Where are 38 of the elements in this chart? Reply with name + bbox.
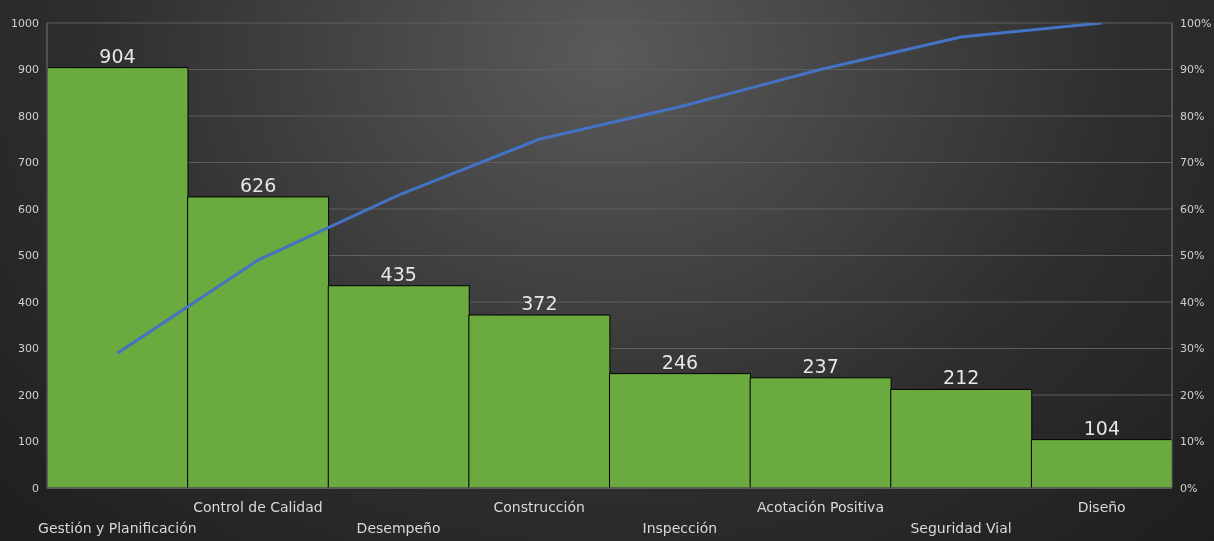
data-label: 626 [239, 173, 277, 196]
y-tick-label: 900 [18, 63, 39, 77]
y-tick-label: 1000 [11, 16, 39, 30]
x-tick-label: Desempeño [356, 520, 441, 536]
data-label: 212 [943, 366, 980, 389]
y-tick-label: 700 [18, 156, 39, 170]
x-tick-label: Control de Calidad [193, 499, 323, 515]
data-label: 435 [380, 262, 417, 285]
y2-tick-label: 30% [1180, 342, 1205, 356]
y-tick-label: 0 [32, 481, 39, 495]
y2-tick-label: 70% [1180, 156, 1205, 170]
data-label: 237 [802, 354, 839, 377]
x-tick-label: Inspección [642, 520, 718, 536]
y2-tick-label: 20% [1180, 388, 1205, 402]
y2-tick-label: 40% [1180, 295, 1205, 309]
y-tick-label: 100 [18, 435, 39, 449]
x-tick-label: Construcción [493, 499, 585, 515]
y2-tick-label: 90% [1180, 63, 1205, 77]
y2-tick-label: 50% [1180, 249, 1205, 263]
y2-tick-label: 10% [1180, 435, 1205, 449]
x-tick-label: Seguridad Vial [910, 520, 1012, 536]
y2-tick-label: 100% [1180, 16, 1212, 30]
y-tick-label: 300 [18, 342, 39, 356]
y2-tick-label: 80% [1180, 109, 1205, 123]
data-label: 246 [661, 350, 699, 373]
x-tick-label: Gestión y Planificación [38, 520, 197, 536]
y-tick-label: 200 [18, 388, 39, 402]
x-tick-label: Diseño [1077, 499, 1126, 515]
data-label: 904 [99, 44, 136, 67]
data-label: 104 [1083, 416, 1121, 439]
data-label: 372 [521, 292, 558, 315]
y2-tick-label: 60% [1180, 202, 1205, 216]
y2-tick-label: 0% [1180, 481, 1198, 495]
y-tick-label: 400 [18, 295, 39, 309]
y-tick-label: 800 [18, 109, 39, 123]
y-tick-label: 600 [18, 202, 39, 216]
x-tick-label: Acotación Positiva [756, 499, 884, 515]
y-tick-label: 500 [18, 249, 39, 263]
